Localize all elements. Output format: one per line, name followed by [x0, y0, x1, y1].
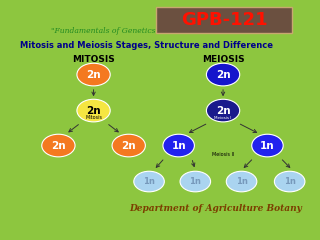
Text: 1n: 1n [171, 141, 186, 150]
Text: 2n: 2n [121, 141, 136, 150]
Text: MEIOSIS: MEIOSIS [202, 55, 244, 64]
Text: 1n: 1n [236, 177, 247, 186]
Ellipse shape [206, 99, 240, 122]
Text: 2n: 2n [86, 70, 101, 80]
Text: 2n: 2n [51, 141, 66, 150]
Text: 1n: 1n [143, 177, 155, 186]
Text: "Fundamentals of Genetics": "Fundamentals of Genetics" [51, 27, 159, 35]
Text: MITOSIS: MITOSIS [72, 55, 115, 64]
Ellipse shape [252, 134, 283, 157]
Ellipse shape [163, 134, 194, 157]
Ellipse shape [77, 63, 110, 86]
FancyBboxPatch shape [156, 7, 292, 33]
Ellipse shape [42, 134, 75, 157]
Ellipse shape [180, 171, 211, 192]
Ellipse shape [206, 63, 240, 86]
Ellipse shape [274, 171, 305, 192]
Ellipse shape [226, 171, 257, 192]
Ellipse shape [134, 171, 164, 192]
Text: Mitosis: Mitosis [85, 115, 102, 120]
Text: Department of Agriculture Botany: Department of Agriculture Botany [129, 204, 302, 213]
Text: Meiosis I: Meiosis I [214, 116, 232, 120]
Text: 1n: 1n [284, 177, 296, 186]
Text: GPB-121: GPB-121 [181, 11, 267, 29]
Text: 2n: 2n [216, 106, 230, 116]
Text: 1n: 1n [189, 177, 201, 186]
Ellipse shape [77, 99, 110, 122]
Text: Mitosis and Meiosis Stages, Structure and Difference: Mitosis and Meiosis Stages, Structure an… [20, 41, 273, 50]
Text: Meiosis II: Meiosis II [212, 152, 234, 157]
Text: 2n: 2n [86, 106, 101, 116]
Text: 2n: 2n [216, 70, 230, 80]
Ellipse shape [112, 134, 145, 157]
Text: 1n: 1n [260, 141, 275, 150]
